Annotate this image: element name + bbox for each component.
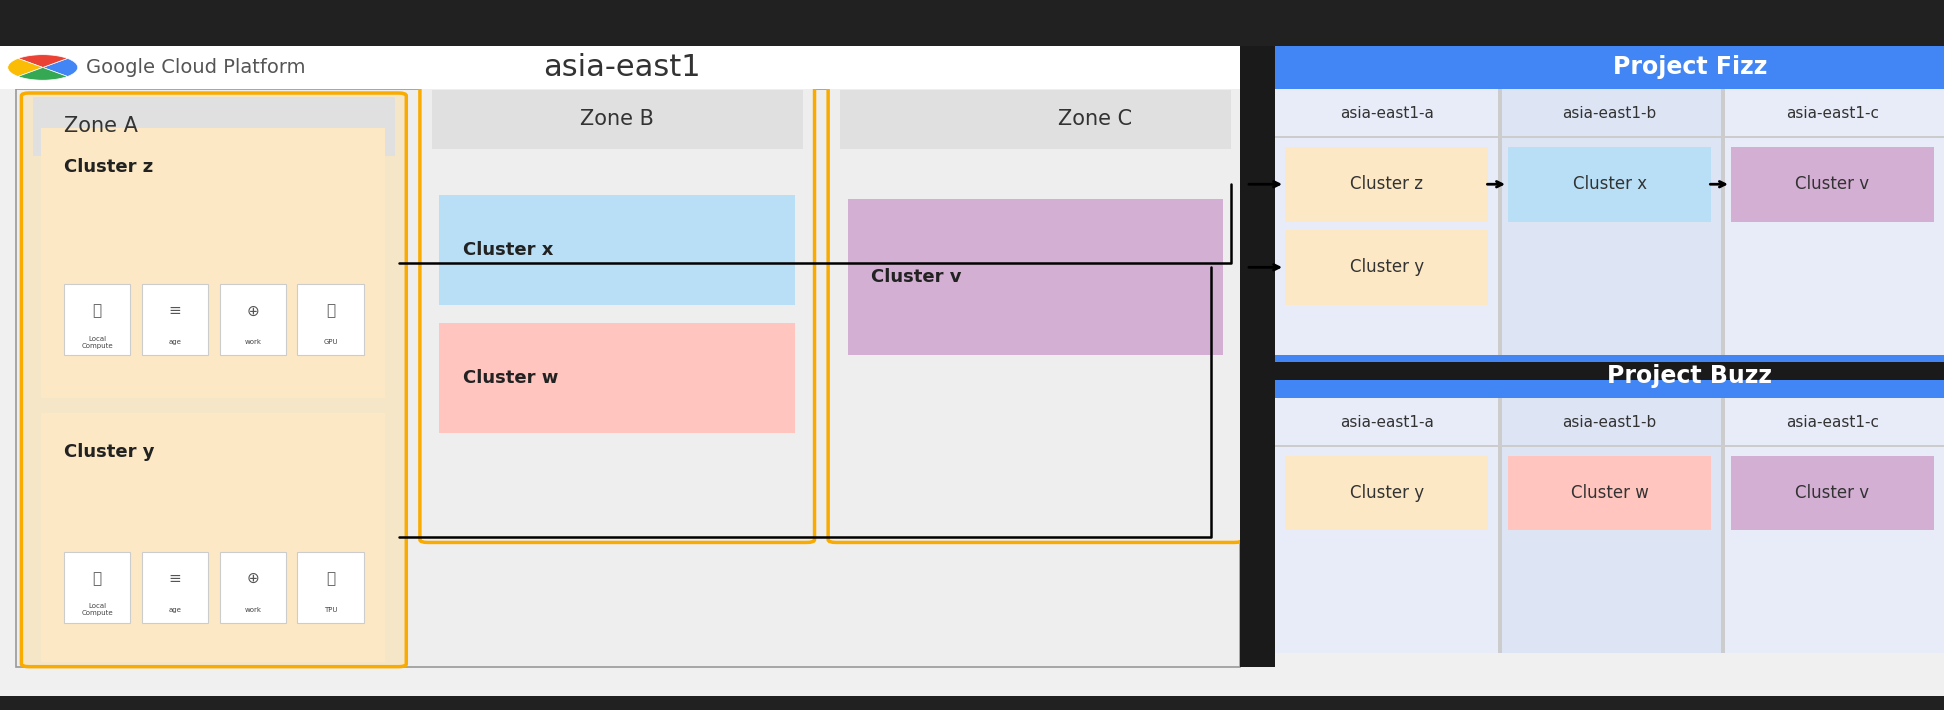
- Bar: [33, 97, 395, 156]
- Text: asia-east1-a: asia-east1-a: [1339, 415, 1433, 430]
- Text: GPU: GPU: [323, 339, 338, 345]
- Text: Project Buzz: Project Buzz: [1608, 364, 1773, 388]
- Text: ⊕: ⊕: [247, 303, 259, 319]
- Text: Cluster v: Cluster v: [871, 268, 962, 286]
- Bar: [432, 90, 803, 149]
- Bar: [439, 323, 795, 433]
- Bar: [41, 128, 385, 398]
- FancyBboxPatch shape: [21, 93, 406, 667]
- Bar: [41, 413, 385, 662]
- Text: Local
Compute: Local Compute: [82, 604, 113, 616]
- Text: asia-east1-c: asia-east1-c: [1787, 415, 1880, 430]
- Bar: [1720, 89, 1724, 362]
- Text: age: age: [169, 339, 181, 345]
- Bar: [840, 90, 1231, 149]
- Text: asia-east1: asia-east1: [542, 53, 702, 82]
- Bar: [1275, 398, 1499, 653]
- Bar: [1275, 445, 1944, 447]
- Bar: [1499, 89, 1503, 362]
- Bar: [1720, 89, 1944, 362]
- Text: ⬛: ⬛: [327, 571, 334, 586]
- Bar: [1509, 147, 1711, 222]
- Wedge shape: [43, 58, 78, 77]
- Bar: [1499, 398, 1720, 653]
- Bar: [1730, 456, 1934, 530]
- Bar: [1275, 46, 1944, 89]
- Text: Cluster v: Cluster v: [1796, 175, 1870, 193]
- Text: Cluster z: Cluster z: [1351, 175, 1423, 193]
- Text: Cluster x: Cluster x: [463, 241, 552, 259]
- Bar: [64, 284, 130, 355]
- Text: Cluster y: Cluster y: [1349, 484, 1423, 502]
- Bar: [1240, 362, 1944, 380]
- Text: work: work: [245, 607, 260, 613]
- FancyBboxPatch shape: [420, 86, 815, 542]
- Text: TPU: TPU: [325, 607, 336, 613]
- Text: Local
Compute: Local Compute: [82, 336, 113, 349]
- Text: Cluster x: Cluster x: [1573, 175, 1647, 193]
- Bar: [1275, 355, 1944, 398]
- Text: asia-east1-b: asia-east1-b: [1563, 106, 1656, 121]
- Text: Cluster w: Cluster w: [1571, 484, 1649, 502]
- Bar: [1499, 89, 1720, 362]
- Bar: [1720, 398, 1724, 653]
- Wedge shape: [17, 67, 68, 80]
- Text: Cluster z: Cluster z: [64, 158, 154, 176]
- Text: Zone C: Zone C: [1058, 109, 1131, 129]
- Text: ≡: ≡: [169, 303, 181, 319]
- Bar: [297, 552, 364, 623]
- Text: Cluster y: Cluster y: [1349, 258, 1423, 276]
- Text: age: age: [169, 607, 181, 613]
- Bar: [0, 696, 1944, 710]
- Bar: [1720, 398, 1944, 653]
- Text: asia-east1-b: asia-east1-b: [1563, 415, 1656, 430]
- Bar: [1240, 46, 1275, 667]
- Text: Cluster v: Cluster v: [1796, 484, 1870, 502]
- Bar: [220, 284, 286, 355]
- Bar: [220, 552, 286, 623]
- Text: ⬛: ⬛: [93, 571, 101, 586]
- Bar: [1285, 456, 1489, 530]
- Bar: [0, 0, 1944, 46]
- Bar: [0, 46, 1254, 89]
- Wedge shape: [8, 58, 43, 77]
- Text: Google Cloud Platform: Google Cloud Platform: [86, 58, 305, 77]
- Text: Cluster y: Cluster y: [64, 443, 156, 462]
- Text: Project Fizz: Project Fizz: [1614, 55, 1767, 80]
- Text: work: work: [245, 339, 260, 345]
- Bar: [848, 199, 1223, 355]
- Bar: [64, 552, 130, 623]
- Text: ≡: ≡: [169, 571, 181, 586]
- Text: Zone B: Zone B: [579, 109, 655, 129]
- Bar: [1285, 147, 1489, 222]
- Bar: [16, 89, 1240, 667]
- Bar: [142, 552, 208, 623]
- Bar: [1275, 89, 1499, 362]
- Wedge shape: [17, 55, 68, 67]
- Text: asia-east1-c: asia-east1-c: [1787, 106, 1880, 121]
- FancyBboxPatch shape: [828, 86, 1242, 542]
- Text: Zone A: Zone A: [64, 116, 138, 136]
- Bar: [1285, 230, 1489, 305]
- Text: ⬛: ⬛: [93, 303, 101, 319]
- Text: Cluster w: Cluster w: [463, 369, 558, 387]
- Bar: [439, 195, 795, 305]
- Bar: [1509, 456, 1711, 530]
- Bar: [1275, 136, 1944, 138]
- Text: ⬛: ⬛: [327, 303, 334, 319]
- Bar: [1730, 147, 1934, 222]
- Bar: [142, 284, 208, 355]
- Text: ⊕: ⊕: [247, 571, 259, 586]
- Text: asia-east1-a: asia-east1-a: [1339, 106, 1433, 121]
- Bar: [297, 284, 364, 355]
- Bar: [1499, 398, 1503, 653]
